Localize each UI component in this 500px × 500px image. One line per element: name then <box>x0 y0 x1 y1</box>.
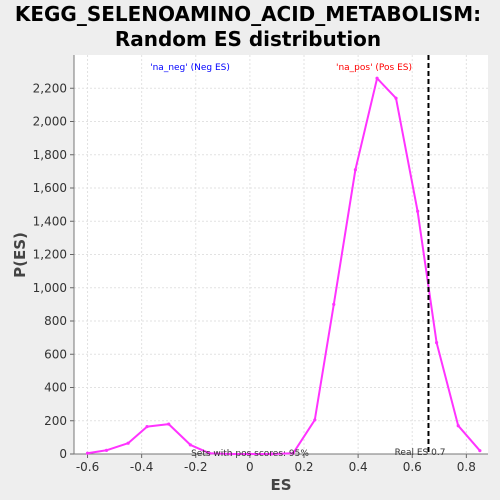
y-tick-label: 1,600 <box>33 181 67 195</box>
data-point <box>332 302 336 306</box>
series-layer <box>85 76 482 456</box>
data-point <box>434 341 439 345</box>
x-tick-label: -0.6 <box>76 460 99 474</box>
data-point <box>145 424 149 429</box>
x-tick-label: 0.6 <box>403 460 422 474</box>
data-point <box>248 452 252 456</box>
series-line <box>87 77 481 455</box>
data-point <box>353 168 358 172</box>
x-tick-label: 0.8 <box>457 460 476 474</box>
neg-es-label: 'na_neg' (Neg ES) <box>150 63 230 73</box>
chart-title-line2: Random ES distribution <box>115 27 381 51</box>
x-axis-label: ES <box>270 476 291 494</box>
x-tick-label: 0.2 <box>294 460 313 474</box>
data-point <box>188 443 192 447</box>
data-point <box>85 451 90 455</box>
data-point <box>456 424 460 428</box>
axis-ticks: 0 200 400 600 800 1,000 1,200 1,400 1,600 1,800 2,… <box>33 55 488 474</box>
y-tick-label: 800 <box>44 314 67 328</box>
y-tick-label: 0 <box>59 447 67 461</box>
y-tick-label: 2,000 <box>33 115 67 129</box>
data-point <box>394 96 398 100</box>
grid-lines <box>74 55 488 455</box>
x-tick-label: -0.2 <box>184 460 207 474</box>
data-point <box>269 452 274 456</box>
data-point <box>375 76 379 80</box>
x-tick-label: 0 <box>246 460 254 474</box>
chart-title-line1: KEGG_SELENOAMINO_ACID_METABOLISM: <box>15 2 481 26</box>
plot-area <box>74 55 488 454</box>
y-tick-label: 1,000 <box>33 281 67 295</box>
y-tick-label: 600 <box>44 347 67 361</box>
data-point <box>167 422 171 426</box>
data-point <box>313 418 317 422</box>
data-point <box>416 209 420 213</box>
data-point <box>126 441 130 445</box>
y-axis-label: P(ES) <box>11 232 29 278</box>
data-point <box>291 451 295 455</box>
y-tick-label: 2,200 <box>33 81 67 95</box>
data-point <box>478 449 482 453</box>
y-tick-label: 200 <box>44 414 67 428</box>
real-es-label: Real ES 0.7 <box>395 448 446 458</box>
pos-es-label: 'na_pos' (Pos ES) <box>336 63 412 73</box>
data-point <box>104 448 109 452</box>
x-tick-label: -0.4 <box>130 460 153 474</box>
sets-pos-scores-label: Sets with pos scores: 95% <box>191 449 309 459</box>
x-tick-label: 0.4 <box>349 460 368 474</box>
data-point <box>207 451 211 455</box>
y-tick-label: 1,400 <box>33 214 67 228</box>
y-tick-label: 1,200 <box>33 248 67 262</box>
y-tick-label: 400 <box>44 381 67 395</box>
y-tick-label: 1,800 <box>33 148 67 162</box>
data-point <box>229 452 233 456</box>
